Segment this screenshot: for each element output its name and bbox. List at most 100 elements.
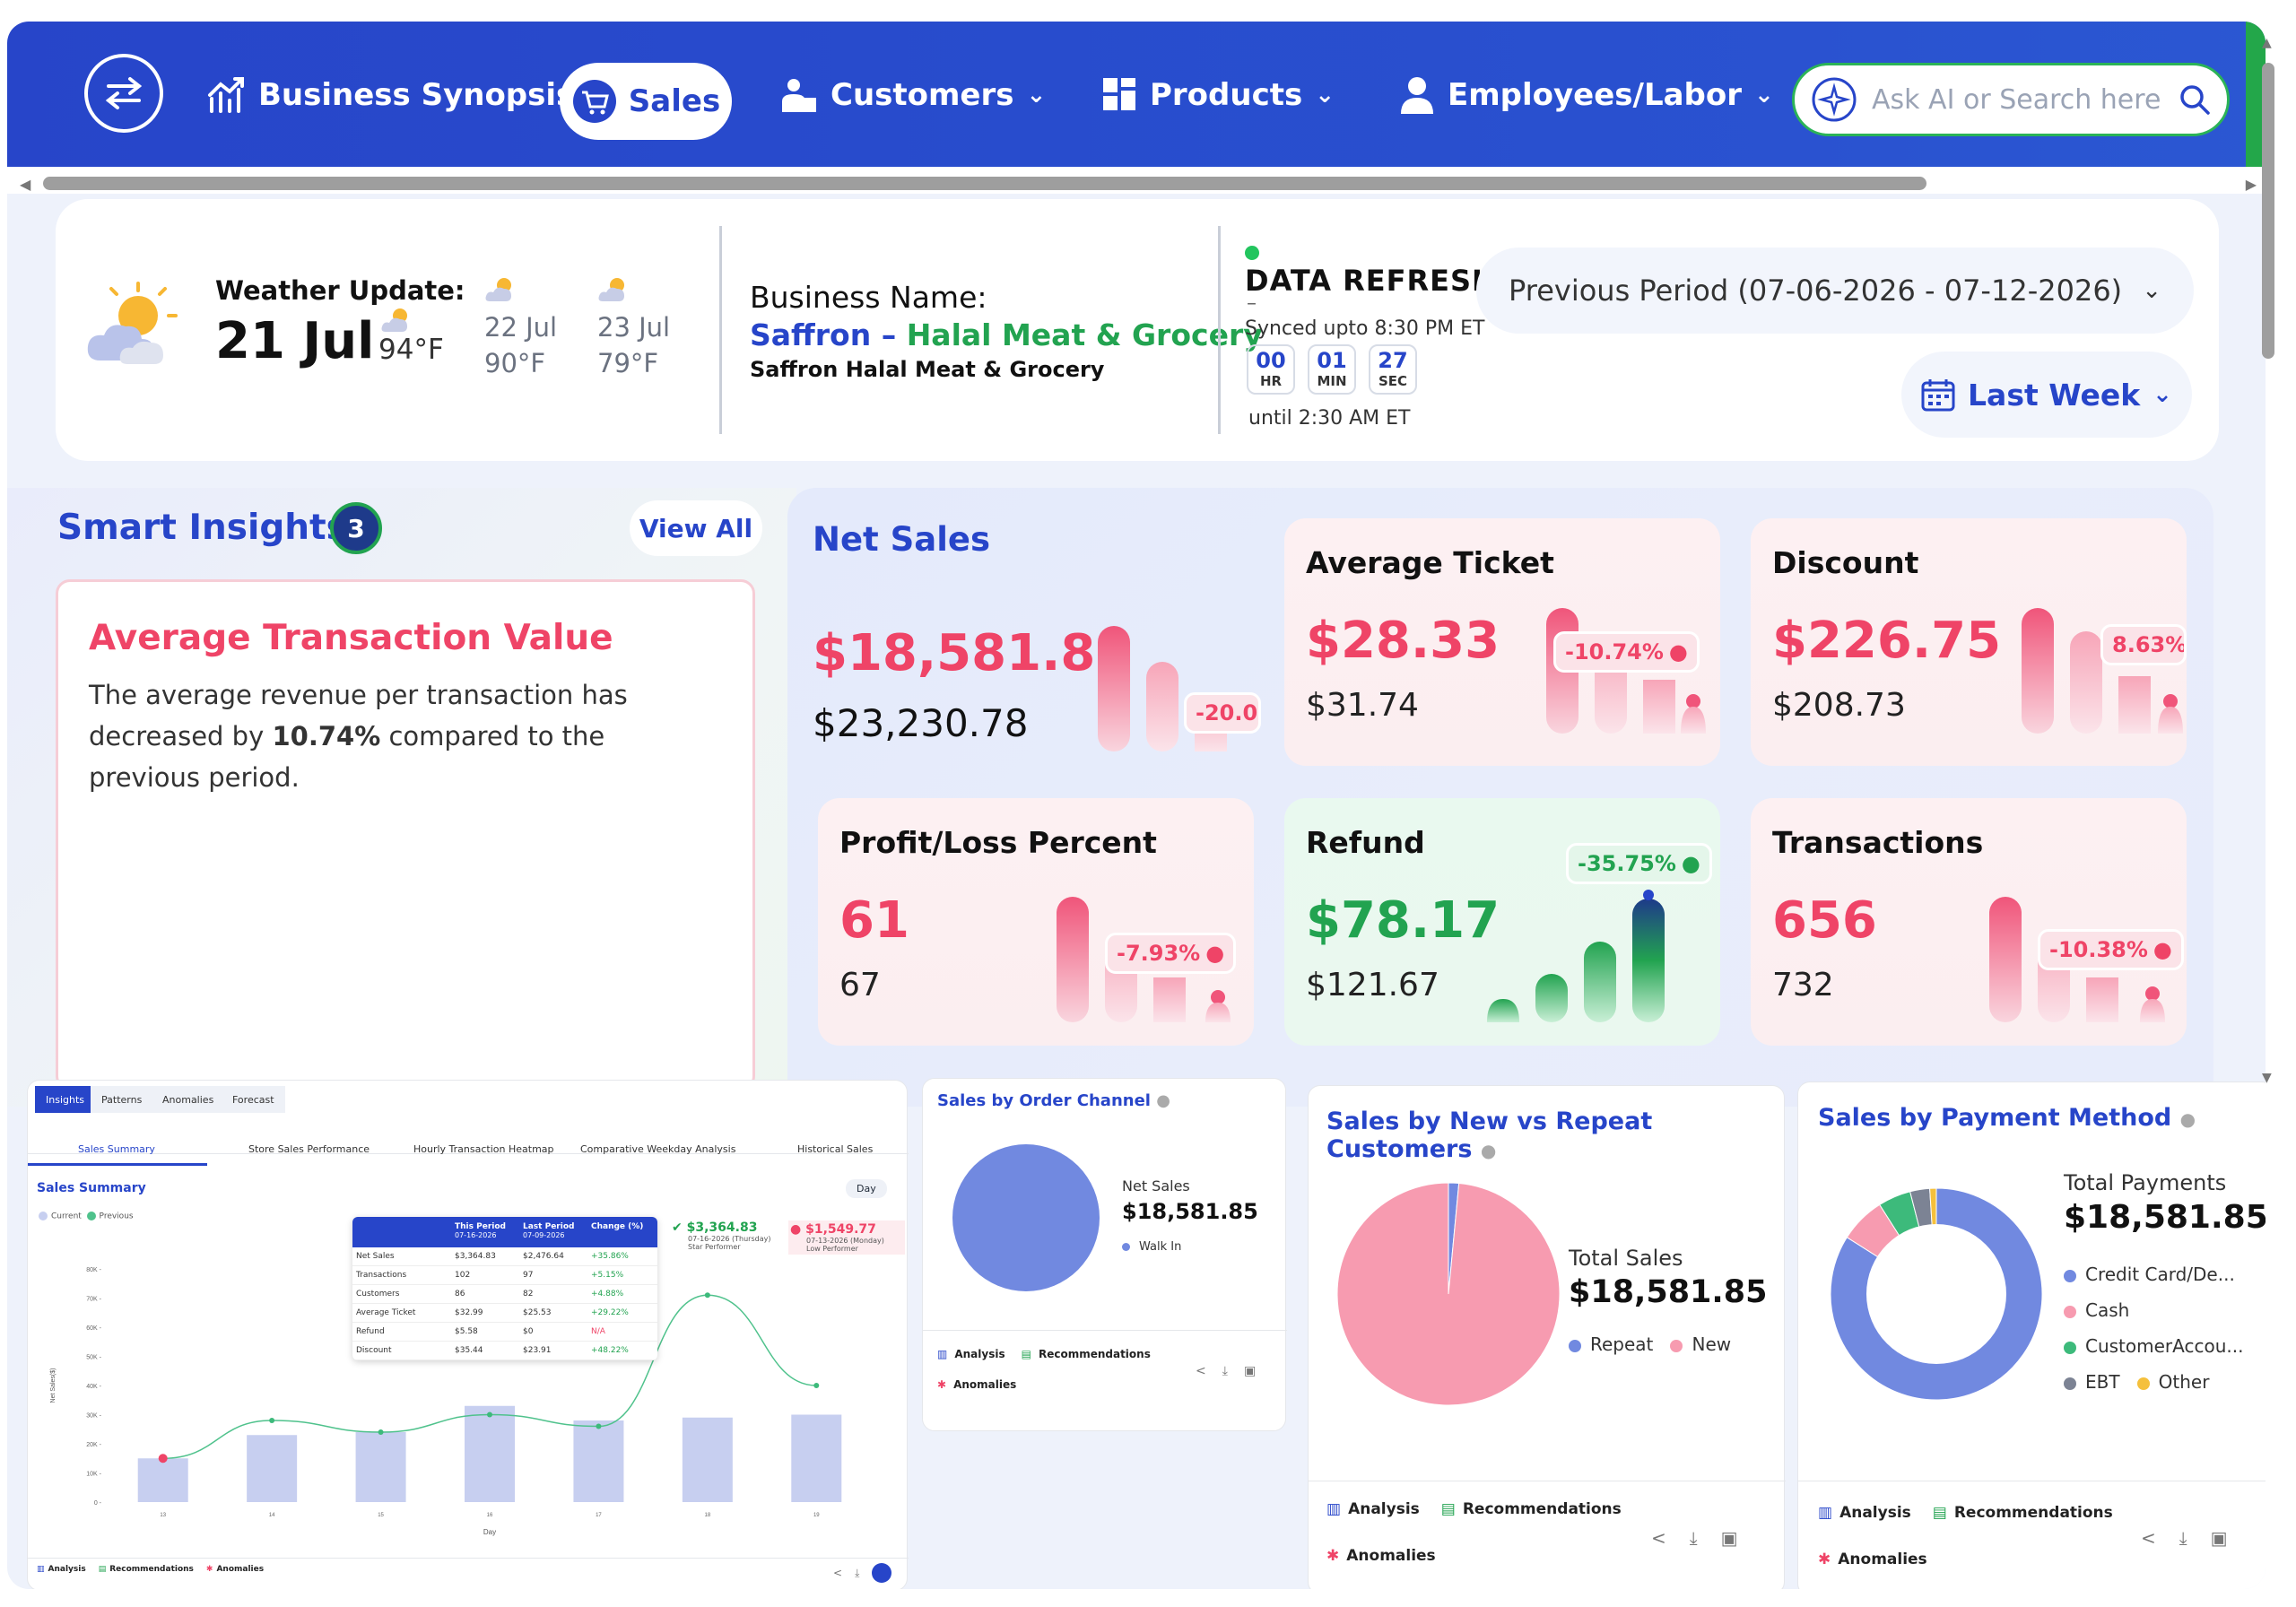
horizontal-scrollbar[interactable]: ◀ ▶: [7, 167, 2266, 194]
analysis-icon[interactable]: ▥: [37, 1565, 45, 1574]
insight-text: The average revenue per transaction has …: [89, 674, 722, 798]
tab-anomalies[interactable]: Anomalies: [152, 1086, 225, 1113]
share-icon[interactable]: <: [1196, 1364, 1206, 1378]
sales-summary-chart[interactable]: 0 - 10K - 20K - 30K - 40K - 50K - 60K - 70K - 80…: [37, 1242, 898, 1538]
analysis-link[interactable]: Analysis: [954, 1348, 1005, 1360]
nav-employees[interactable]: Employees/Labor ⌄: [1399, 66, 1774, 124]
tab-patterns[interactable]: Patterns: [91, 1086, 153, 1113]
anomalies-icon[interactable]: ✱: [1326, 1547, 1340, 1565]
expand-icon[interactable]: ▣: [1720, 1527, 1738, 1549]
expand-icon[interactable]: ▣: [1243, 1364, 1257, 1378]
info-icon: ●: [1205, 941, 1225, 966]
download-icon[interactable]: ⤓: [1222, 1364, 1228, 1378]
scroll-left-icon[interactable]: ◀: [20, 176, 31, 193]
anomalies-icon[interactable]: ✱: [937, 1378, 947, 1391]
x-tick-label: 15: [378, 1513, 384, 1518]
tab-forecast[interactable]: Forecast: [222, 1086, 285, 1113]
download-icon[interactable]: ⤓: [1689, 1527, 1698, 1549]
y-tick-label: 20K -: [86, 1442, 101, 1448]
subtab-weekday-analysis[interactable]: Comparative Weekday Analysis: [580, 1143, 736, 1155]
anomalies-link[interactable]: Anomalies: [1346, 1547, 1436, 1565]
anomalies-link[interactable]: Anomalies: [1838, 1551, 1927, 1568]
tab-insights[interactable]: Insights: [35, 1086, 96, 1113]
subtab-historical[interactable]: Historical Sales: [797, 1143, 874, 1155]
pm-actions: < ⤓ ▣: [2141, 1527, 2228, 1549]
low-date: 07-13-2026 (Monday): [806, 1237, 884, 1245]
payment-donut[interactable]: [1829, 1186, 2044, 1402]
info-icon: ●: [1480, 1140, 1497, 1161]
view-all-button[interactable]: View All: [630, 500, 762, 556]
metric-title: Discount: [1772, 545, 1919, 580]
insight-card[interactable]: Average Transaction Value The average re…: [56, 579, 755, 1090]
scroll-down-icon[interactable]: ▼: [2262, 1071, 2272, 1085]
subtab-hourly-heatmap[interactable]: Hourly Transaction Heatmap: [413, 1143, 554, 1155]
range-dropdown[interactable]: Last Week ⌄: [1901, 352, 2192, 438]
nav-customers[interactable]: Customers ⌄: [780, 66, 1046, 124]
recommendations-link[interactable]: Recommendations: [1462, 1500, 1622, 1518]
recommendations-link[interactable]: Recommendations: [1038, 1348, 1151, 1360]
metric-change: -10.38%: [2049, 937, 2148, 962]
share-icon[interactable]: <: [1651, 1527, 1666, 1549]
analysis-icon[interactable]: ▥: [1326, 1500, 1342, 1518]
share-icon[interactable]: <: [833, 1567, 843, 1579]
users-icon: [782, 79, 816, 112]
anomalies-icon[interactable]: ✱: [1818, 1551, 1831, 1568]
recommendations-icon[interactable]: ▤: [1932, 1504, 1947, 1522]
legend-swatch: [1122, 1243, 1130, 1251]
share-icon[interactable]: <: [2141, 1527, 2156, 1549]
search-icon[interactable]: [2179, 83, 2211, 116]
metric-change-badge: 8.63%: [2100, 624, 2187, 665]
metric-card-profit-loss[interactable]: Profit/Loss Percent 61 67 -7.93% ●: [818, 798, 1254, 1046]
metric-card-refund[interactable]: Refund $78.17 $121.67 -35.75% ●: [1284, 798, 1720, 1046]
order-channel-title-text: Sales by Order Channel: [937, 1091, 1151, 1110]
recommendations-icon[interactable]: ▤: [98, 1565, 107, 1574]
recommendations-link[interactable]: Recommendations: [109, 1565, 194, 1574]
analysis-icon[interactable]: ▥: [937, 1348, 948, 1360]
new-repeat-pie[interactable]: [1334, 1179, 1563, 1409]
metric-current: 656: [1772, 891, 1877, 950]
ai-search-box[interactable]: Ask AI or Search here: [1792, 63, 2230, 136]
period-dropdown[interactable]: Previous Period (07-06-2026 - 07-12-2026…: [1476, 248, 2194, 334]
sales-summary-title: Sales Summary: [37, 1181, 146, 1195]
business-name-part: Saffron –: [750, 317, 907, 352]
tooltip-cell: 86: [455, 1290, 465, 1299]
metric-card-discount[interactable]: Discount $226.75 $208.73 8.63%: [1751, 518, 2187, 766]
scroll-up-icon[interactable]: ▲: [2262, 36, 2272, 50]
subtab-sales-summary[interactable]: Sales Summary: [78, 1143, 155, 1155]
nav-products[interactable]: Products ⌄: [1103, 66, 1335, 124]
business-sub-name: Saffron Halal Meat & Grocery: [750, 357, 1105, 382]
vertical-scrollbar[interactable]: ▲ ▼: [2260, 36, 2276, 1085]
subtab-store-performance[interactable]: Store Sales Performance: [248, 1143, 370, 1155]
metric-card-transactions[interactable]: Transactions 656 732 -10.38% ●: [1751, 798, 2187, 1046]
legend-label: Cash: [2085, 1299, 2130, 1321]
analysis-link[interactable]: Analysis: [1348, 1500, 1420, 1518]
analysis-link[interactable]: Analysis: [48, 1565, 86, 1574]
anomalies-link[interactable]: Anomalies: [216, 1565, 265, 1574]
vertical-scroll-thumb[interactable]: [2262, 63, 2274, 359]
search-input[interactable]: Ask AI or Search here: [1872, 83, 2161, 116]
nav-business-synopsis[interactable]: Business Synopsis: [206, 66, 574, 124]
nav-sales[interactable]: Sales: [560, 63, 732, 140]
scroll-right-icon[interactable]: ▶: [2245, 176, 2257, 193]
day-select[interactable]: Day: [846, 1179, 887, 1198]
legend-label: New: [1692, 1333, 1732, 1355]
metric-change-badge: -7.93% ●: [1105, 933, 1237, 974]
analysis-link[interactable]: Analysis: [1839, 1504, 1911, 1522]
scroll-thumb[interactable]: [43, 177, 1926, 190]
menu-toggle-button[interactable]: [84, 54, 163, 133]
download-icon[interactable]: ⤓: [2179, 1527, 2187, 1549]
expand-icon[interactable]: ▣: [2210, 1527, 2228, 1549]
analysis-icon[interactable]: ▥: [1818, 1504, 1833, 1522]
recommendations-link[interactable]: Recommendations: [1953, 1504, 2113, 1522]
pm-footer-2: ✱ Anomalies: [1818, 1551, 1927, 1568]
chart-bar: [465, 1405, 515, 1502]
order-channel-pie[interactable]: [950, 1142, 1102, 1294]
recommendations-icon[interactable]: ▤: [1440, 1500, 1456, 1518]
metric-card-average-ticket[interactable]: Average Ticket $28.33 $31.74 -10.74% ●: [1284, 518, 1720, 766]
chat-icon[interactable]: [872, 1563, 892, 1583]
anomalies-icon[interactable]: ✱: [205, 1565, 213, 1574]
recommendations-icon[interactable]: ▤: [1021, 1348, 1031, 1360]
tooltip-rows: Net Sales $3,364.83 $2,476.64 +35.86% Transa…: [352, 1247, 657, 1360]
download-icon[interactable]: ⤓: [855, 1566, 860, 1579]
anomalies-link[interactable]: Anomalies: [953, 1378, 1017, 1391]
